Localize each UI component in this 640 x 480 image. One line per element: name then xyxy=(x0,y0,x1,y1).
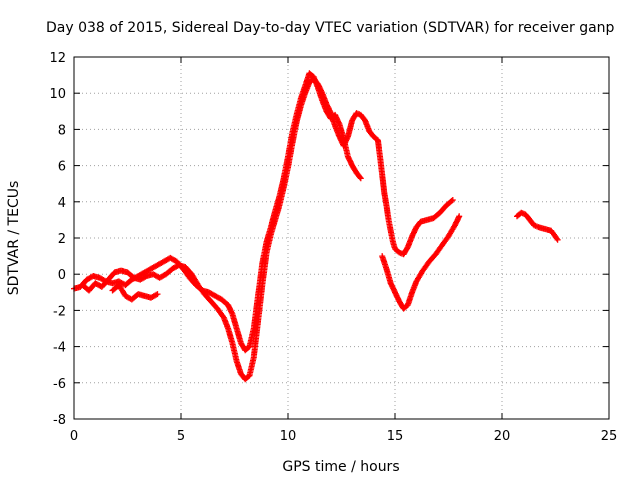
x-tick-label: 15 xyxy=(387,429,404,444)
data-point xyxy=(449,197,456,203)
x-axis-title: GPS time / hours xyxy=(282,459,399,475)
series-track-c xyxy=(109,282,161,303)
y-tick-label: -6 xyxy=(53,377,66,392)
data-point xyxy=(356,174,363,181)
y-tick-label: 2 xyxy=(58,232,66,247)
y-axis: -8 -6 -4 -2 0 2 4 6 8 10 12 xyxy=(49,51,609,428)
data-point xyxy=(357,175,364,182)
y-tick-label: 8 xyxy=(58,123,66,138)
y-tick-label: -8 xyxy=(53,413,66,428)
y-tick-label: 6 xyxy=(58,160,66,175)
y-tick-label: -2 xyxy=(53,304,66,319)
x-tick-label: 5 xyxy=(177,429,185,444)
data-point xyxy=(553,235,560,242)
chart-title: Day 038 of 2015, Sidereal Day-to-day VTE… xyxy=(46,20,615,36)
x-tick-label: 10 xyxy=(280,429,297,444)
x-tick-label: 25 xyxy=(601,429,618,444)
data-point xyxy=(456,213,463,220)
y-tick-label: 4 xyxy=(58,196,66,211)
data-point xyxy=(228,309,235,316)
series-track-e xyxy=(514,209,561,243)
x-tick-label: 0 xyxy=(70,429,78,444)
data-point xyxy=(554,236,561,243)
data-point xyxy=(153,291,160,298)
grid-lines xyxy=(74,57,609,419)
x-tick-label: 20 xyxy=(494,429,511,444)
data-marks xyxy=(71,70,561,383)
series-track-d xyxy=(379,213,463,312)
data-point xyxy=(154,291,161,298)
y-tick-label: 10 xyxy=(49,87,66,102)
y-axis-title: SDTVAR / TECUs xyxy=(6,181,22,296)
y-tick-label: -4 xyxy=(53,341,66,356)
series-track-b xyxy=(79,75,456,383)
y-tick-label: 0 xyxy=(58,268,66,283)
y-tick-label: 12 xyxy=(49,51,66,66)
x-axis: 0 5 10 15 20 25 xyxy=(70,57,617,444)
data-point xyxy=(448,197,455,204)
